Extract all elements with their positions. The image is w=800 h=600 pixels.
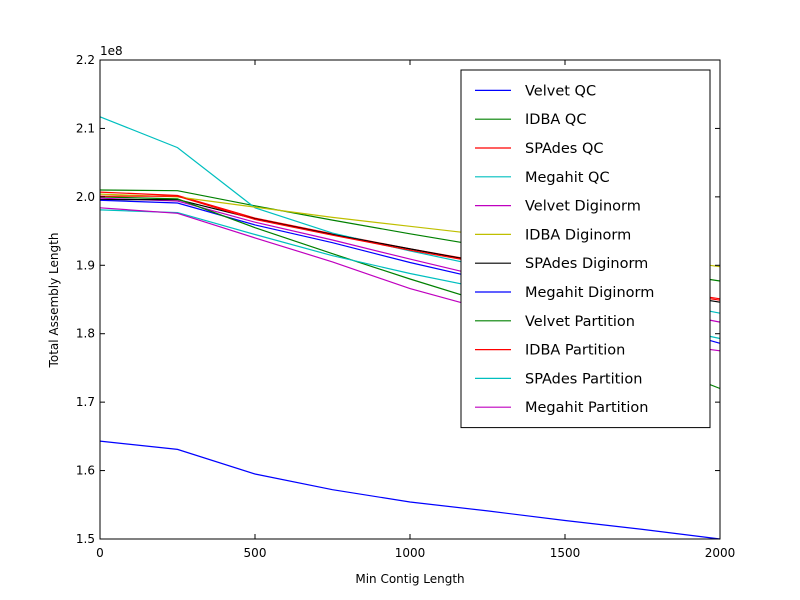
- x-tick-label: 1500: [550, 546, 581, 560]
- legend-label: IDBA Partition: [525, 343, 625, 359]
- legend-label: Velvet Partition: [525, 314, 635, 330]
- y-tick-label: 1.9: [76, 258, 95, 272]
- x-axis-label: Min Contig Length: [355, 572, 464, 586]
- legend-label: Megahit QC: [525, 170, 610, 186]
- legend-label: Velvet QC: [525, 83, 596, 99]
- legend-label: IDBA Diginorm: [525, 227, 631, 243]
- series-line-0: [99, 440, 721, 540]
- y-tick-label: 2.2: [76, 53, 95, 67]
- y-tick-label: 2.0: [76, 190, 95, 204]
- y-tick-label: 1.8: [76, 327, 95, 341]
- legend-box: [460, 69, 711, 429]
- legend-label: IDBA QC: [525, 112, 586, 128]
- legend-label: Velvet Diginorm: [525, 199, 641, 215]
- legend-label: Megahit Diginorm: [525, 285, 654, 301]
- legend-label: SPAdes QC: [525, 141, 604, 157]
- legend-label: SPAdes Diginorm: [525, 256, 648, 272]
- y-tick-label: 1.7: [76, 395, 95, 409]
- y-tick-label: 2.1: [76, 121, 95, 135]
- y-axis-label: Total Assembly Length: [47, 233, 61, 369]
- tick-layer: 0 500 1000 1500 2000 1.5 1.6 1.7 1.8 1.9 2.0 2.1 2.2: [76, 53, 735, 560]
- y-tick-label: 1.6: [76, 464, 95, 478]
- x-tick-label: 500: [244, 546, 267, 560]
- y-multiplier-label: 1e8: [100, 44, 123, 58]
- x-tick-label: 0: [96, 546, 104, 560]
- legend: Velvet QC IDBA QC SPAdes QC Megahit QC Velve…: [460, 69, 711, 429]
- legend-label: Megahit Partition: [525, 400, 648, 416]
- x-tick-label: 1000: [395, 546, 426, 560]
- x-tick-label: 2000: [705, 546, 736, 560]
- legend-label: SPAdes Partition: [525, 371, 642, 387]
- y-tick-label: 1.5: [76, 532, 95, 546]
